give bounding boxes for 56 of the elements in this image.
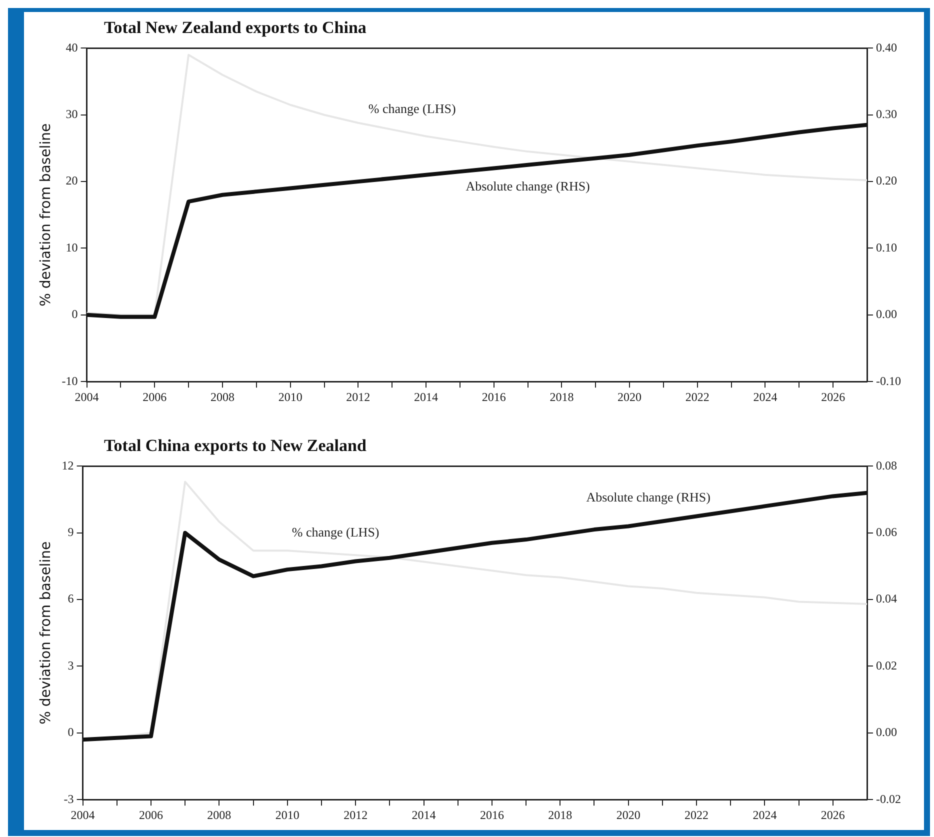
y-tick-label: 3 xyxy=(68,658,74,672)
x-tick-label: 2026 xyxy=(820,808,845,822)
x-tick-label: 2004 xyxy=(74,390,99,404)
y-tick-label: 12 xyxy=(62,458,74,472)
y-tick-label: -3 xyxy=(64,792,74,806)
chart-title: Total China exports to New Zealand xyxy=(104,436,368,456)
x-tick-label: 2008 xyxy=(210,390,234,404)
y-tick-label: 40 xyxy=(66,40,78,54)
y2-tick-label: 0.02 xyxy=(876,658,898,672)
x-tick-label: 2006 xyxy=(138,808,163,822)
chart-title: Total New Zealand exports to China xyxy=(104,18,368,38)
y-tick-label: 30 xyxy=(66,107,78,122)
x-tick-label: 2006 xyxy=(142,390,167,404)
x-tick-label: 2016 xyxy=(480,808,504,822)
y-tick-label: 0 xyxy=(72,307,78,322)
y-tick-label: 6 xyxy=(68,592,74,606)
y2-tick-label: -0.10 xyxy=(876,374,902,388)
x-tick-label: 2026 xyxy=(821,390,846,404)
x-tick-label: 2020 xyxy=(616,808,640,822)
y-tick-label: 10 xyxy=(66,240,78,254)
x-tick-label: 2010 xyxy=(275,808,300,822)
series-label: Absolute change (RHS) xyxy=(586,490,710,505)
series-label: % change (LHS) xyxy=(368,100,456,116)
x-tick-label: 2008 xyxy=(207,808,232,822)
y2-tick-label: 0.08 xyxy=(876,458,898,472)
y2-tick-label: 0.20 xyxy=(876,174,898,188)
x-tick-label: 2024 xyxy=(752,808,777,822)
x-tick-label: 2016 xyxy=(482,390,506,404)
y2-tick-label: 0.06 xyxy=(876,525,898,540)
x-tick-label: 2014 xyxy=(414,390,438,404)
x-tick-label: 2022 xyxy=(685,390,710,404)
x-tick-label: 2020 xyxy=(618,390,642,404)
y2-tick-label: 0.40 xyxy=(876,40,898,54)
y-tick-label: 0 xyxy=(68,725,74,740)
x-tick-label: 2018 xyxy=(550,390,574,404)
series-label: Absolute change (RHS) xyxy=(466,178,590,194)
x-tick-label: 2012 xyxy=(344,808,368,822)
y2-tick-label: 0.10 xyxy=(876,240,898,254)
y-tick-label: 9 xyxy=(68,525,74,540)
y2-tick-label: -0.02 xyxy=(876,792,902,806)
x-tick-label: 2022 xyxy=(684,808,709,822)
x-tick-label: 2014 xyxy=(412,808,436,822)
y-tick-label: -10 xyxy=(62,374,78,388)
x-tick-label: 2010 xyxy=(278,390,302,404)
y-tick-label: 20 xyxy=(66,174,78,188)
series-label: % change (LHS) xyxy=(292,524,380,540)
y2-tick-label: 0.00 xyxy=(876,725,898,740)
x-tick-label: 2024 xyxy=(753,390,778,404)
x-tick-label: 2018 xyxy=(548,808,572,822)
y2-tick-label: 0.30 xyxy=(876,107,898,122)
y-axis-title: % deviation from baseline xyxy=(38,123,54,306)
y2-tick-label: 0.04 xyxy=(876,592,898,606)
x-tick-label: 2012 xyxy=(346,390,370,404)
x-tick-label: 2004 xyxy=(70,808,95,822)
y-axis-title: % deviation from baseline xyxy=(38,541,54,724)
y2-tick-label: 0.00 xyxy=(876,307,898,322)
